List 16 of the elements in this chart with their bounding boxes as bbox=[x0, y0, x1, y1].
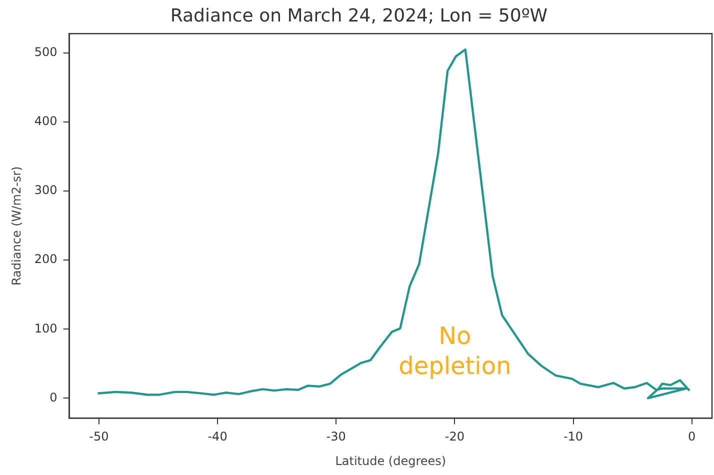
y-tick-label: 400 bbox=[34, 114, 58, 128]
x-tick-label: -10 bbox=[563, 430, 584, 444]
x-axis-title: Latitude (degrees) bbox=[335, 454, 446, 468]
x-tick-label: 0 bbox=[688, 430, 696, 444]
chart-title: Radiance on March 24, 2024; Lon = 50ºW bbox=[170, 5, 548, 26]
x-tick-label: -20 bbox=[444, 430, 464, 444]
y-tick-label: 0 bbox=[50, 390, 58, 404]
x-tick-label: -30 bbox=[326, 430, 346, 444]
y-tick-label: 500 bbox=[34, 45, 58, 60]
y-tick-label: 100 bbox=[34, 321, 58, 336]
x-tick-label: -50 bbox=[89, 430, 109, 444]
y-tick-label: 300 bbox=[34, 183, 58, 198]
x-tick-label: -40 bbox=[208, 430, 228, 444]
annotation: No depletion bbox=[398, 322, 512, 380]
y-tick-label: 200 bbox=[34, 252, 58, 266]
y-axis-title: Radiance (W/m2-sr) bbox=[9, 166, 24, 286]
